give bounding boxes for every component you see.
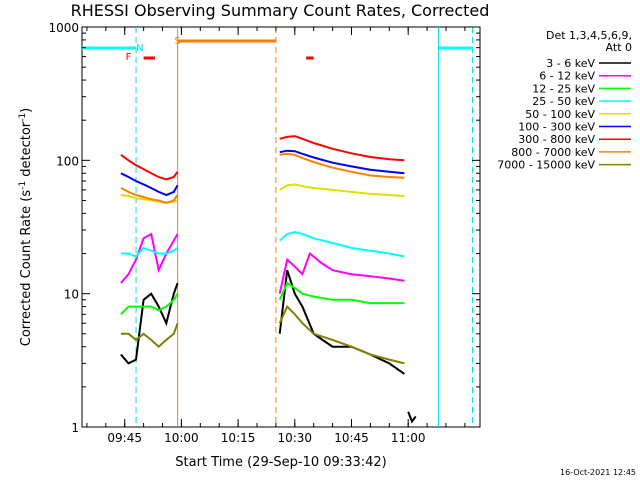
legend-label: 100 - 300 keV <box>518 121 595 134</box>
flag-bars: S FN <box>82 36 473 63</box>
x-tick-label: 09:45 <box>107 431 142 445</box>
legend-label: 3 - 6 keV <box>546 57 595 70</box>
series-line <box>278 281 405 305</box>
vertical-markers <box>135 27 473 427</box>
x-tick-label: 10:30 <box>277 431 312 445</box>
series-line <box>279 230 405 258</box>
x-tick-label: 10:45 <box>334 431 369 445</box>
series-line <box>278 304 405 365</box>
x-tick-label: 10:00 <box>164 431 199 445</box>
y-tick-label: 100 <box>56 154 79 168</box>
series-line <box>279 135 405 162</box>
y-tick-label: 1000 <box>48 21 79 35</box>
legend-label: 7000 - 15000 keV <box>497 159 595 172</box>
x-axis-label: Start Time (29-Sep-10 09:33:42) <box>175 455 386 470</box>
legend-label: 6 - 12 keV <box>539 70 595 83</box>
legend-header-line1: Det 1,3,4,5,6,9, <box>546 29 632 42</box>
legend-label: 12 - 25 keV <box>532 82 595 95</box>
legend-label: 300 - 800 keV <box>518 133 595 146</box>
flag-label: F <box>126 52 132 63</box>
series-line <box>120 153 179 181</box>
series-line <box>407 411 417 424</box>
series-line <box>279 152 405 179</box>
x-tick-label: 10:15 <box>221 431 256 445</box>
legend-header-line2: Att 0 <box>606 41 632 54</box>
series-line <box>120 187 179 204</box>
legend-label: 25 - 50 keV <box>532 95 595 108</box>
flag-label: N <box>136 43 143 54</box>
legend-label: 800 - 7000 keV <box>511 146 595 159</box>
plot-frame <box>81 26 481 428</box>
flag-label: S <box>174 36 180 47</box>
axes: 09:45 10:00 10:15 10:30 10:45 11:00 1 10 100 1000 <box>48 21 480 445</box>
series-line <box>279 183 405 197</box>
timestamp: 16-Oct-2021 12:45 <box>560 468 636 477</box>
series-line <box>120 246 179 258</box>
legend-label: 50 - 100 keV <box>525 108 595 121</box>
y-tick-label: 1 <box>71 421 79 435</box>
series-line <box>278 251 405 294</box>
y-tick-label: 10 <box>64 288 79 302</box>
series-line <box>279 149 405 175</box>
y-axis-label: Corrected Count Rate (s-1 detector-1) <box>18 108 34 346</box>
series-line <box>120 282 179 365</box>
series-line <box>120 293 179 316</box>
series-lines <box>120 135 417 424</box>
chart-title: RHESSI Observing Summary Count Rates, Co… <box>71 1 490 20</box>
series-line <box>120 322 179 349</box>
series-line <box>278 269 405 375</box>
x-tick-label: 11:00 <box>391 431 426 445</box>
series-line <box>120 172 179 197</box>
series-line <box>120 232 179 284</box>
